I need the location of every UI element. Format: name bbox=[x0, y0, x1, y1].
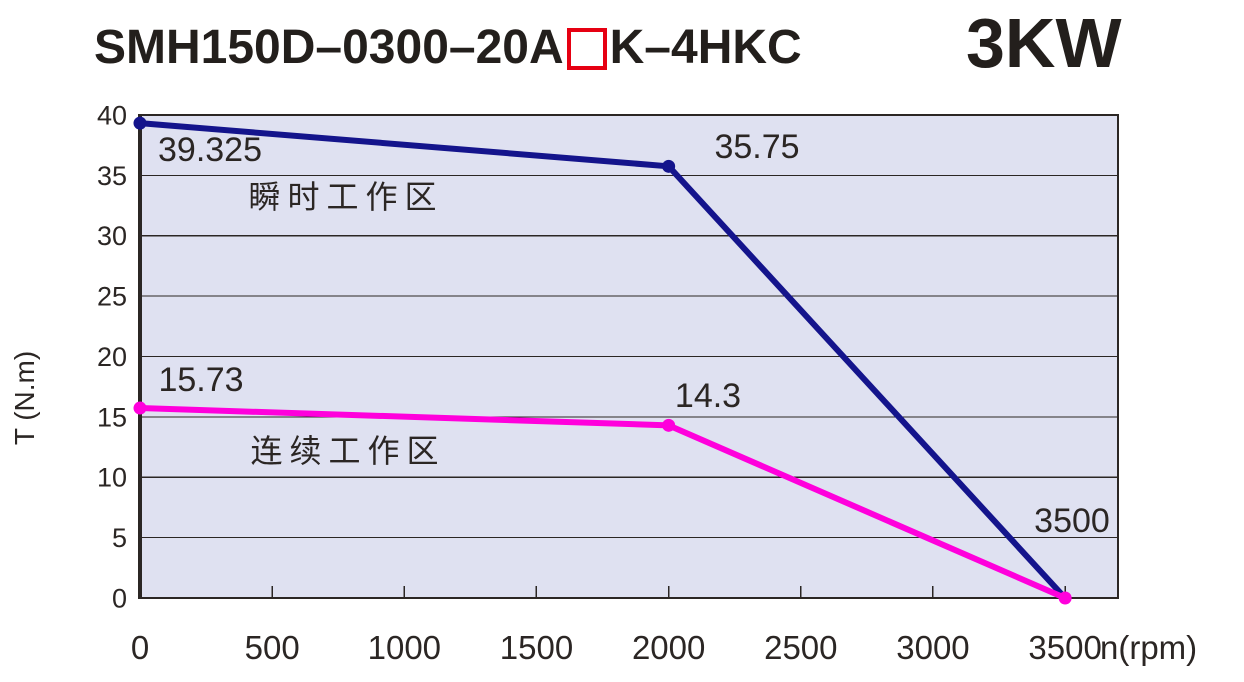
model-number-suffix: K–4HKC bbox=[609, 21, 802, 74]
peak-torque-at-2000-value: 35.75 bbox=[714, 128, 799, 166]
x-axis-title: n(rpm) bbox=[1100, 629, 1197, 666]
continuous-zone-label: 连续工作区 bbox=[250, 433, 445, 469]
max-speed-label: 3500 bbox=[1034, 502, 1110, 540]
x-tick-label-1000: 1000 bbox=[368, 629, 441, 666]
y-tick-label-20: 20 bbox=[97, 342, 127, 372]
instantaneous-zone-label: 瞬时工作区 bbox=[248, 179, 443, 215]
peak-torque-value: 39.325 bbox=[158, 131, 262, 169]
x-tick-label-1500: 1500 bbox=[500, 629, 573, 666]
x-tick-label-0: 0 bbox=[131, 629, 149, 666]
y-tick-label-30: 30 bbox=[97, 221, 127, 251]
power-rating: 3KW bbox=[966, 4, 1122, 82]
data-point-0-2000 bbox=[662, 159, 676, 173]
y-tick-label-35: 35 bbox=[97, 161, 127, 191]
x-tick-label-3500: 3500 bbox=[1028, 629, 1101, 666]
y-tick-label-5: 5 bbox=[112, 523, 127, 553]
x-tick-label-2500: 2500 bbox=[764, 629, 837, 666]
model-number-prefix: SMH150D–0300–20A bbox=[94, 21, 564, 74]
y-tick-label-25: 25 bbox=[97, 282, 127, 312]
data-point-1-2000 bbox=[662, 418, 676, 432]
rated-torque-value: 15.73 bbox=[158, 361, 243, 399]
y-tick-label-0: 0 bbox=[112, 583, 127, 613]
x-tick-label-500: 500 bbox=[245, 629, 300, 666]
y-tick-label-15: 15 bbox=[97, 402, 127, 432]
data-point-1-0 bbox=[133, 401, 147, 415]
x-tick-label-3000: 3000 bbox=[896, 629, 969, 666]
y-tick-label-10: 10 bbox=[97, 463, 127, 493]
data-point-1-3500 bbox=[1058, 591, 1072, 605]
data-point-0-0 bbox=[133, 116, 147, 130]
model-variant-placeholder-box bbox=[566, 28, 607, 70]
rated-torque-at-2000-value: 14.3 bbox=[675, 377, 741, 415]
x-tick-label-2000: 2000 bbox=[632, 629, 705, 666]
model-number-title: SMH150D–0300–20A K–4HKC bbox=[94, 24, 802, 72]
y-tick-label-40: 40 bbox=[97, 100, 127, 130]
y-axis-title: T (N.m) bbox=[9, 351, 40, 445]
